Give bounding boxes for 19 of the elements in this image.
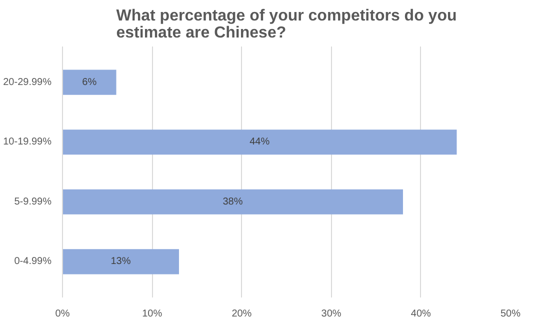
x-tick-label: 20%: [232, 308, 252, 320]
y-tick-label: 10-19.99%: [3, 136, 52, 148]
bar: [62, 189, 403, 214]
x-tick-label: 30%: [321, 308, 342, 320]
y-tick-label: 0-4.99%: [14, 256, 52, 268]
y-tick-label: 5-9.99%: [14, 196, 52, 208]
x-tick-label: 40%: [410, 308, 432, 320]
x-tick-label: 0%: [55, 308, 70, 320]
bar: [62, 249, 179, 274]
chart-title: What percentage of your competitors do you estimate are Chinese?: [116, 8, 457, 42]
x-tick-label: 50%: [500, 308, 521, 320]
data-label: 13%: [110, 256, 131, 268]
data-label: 44%: [250, 136, 270, 148]
data-label: 38%: [222, 196, 243, 208]
y-tick-label: 20-29.99%: [3, 76, 52, 88]
bar: [62, 70, 116, 95]
bar: [62, 130, 457, 155]
x-tick-label: 10%: [142, 308, 162, 320]
data-label: 6%: [82, 76, 97, 88]
